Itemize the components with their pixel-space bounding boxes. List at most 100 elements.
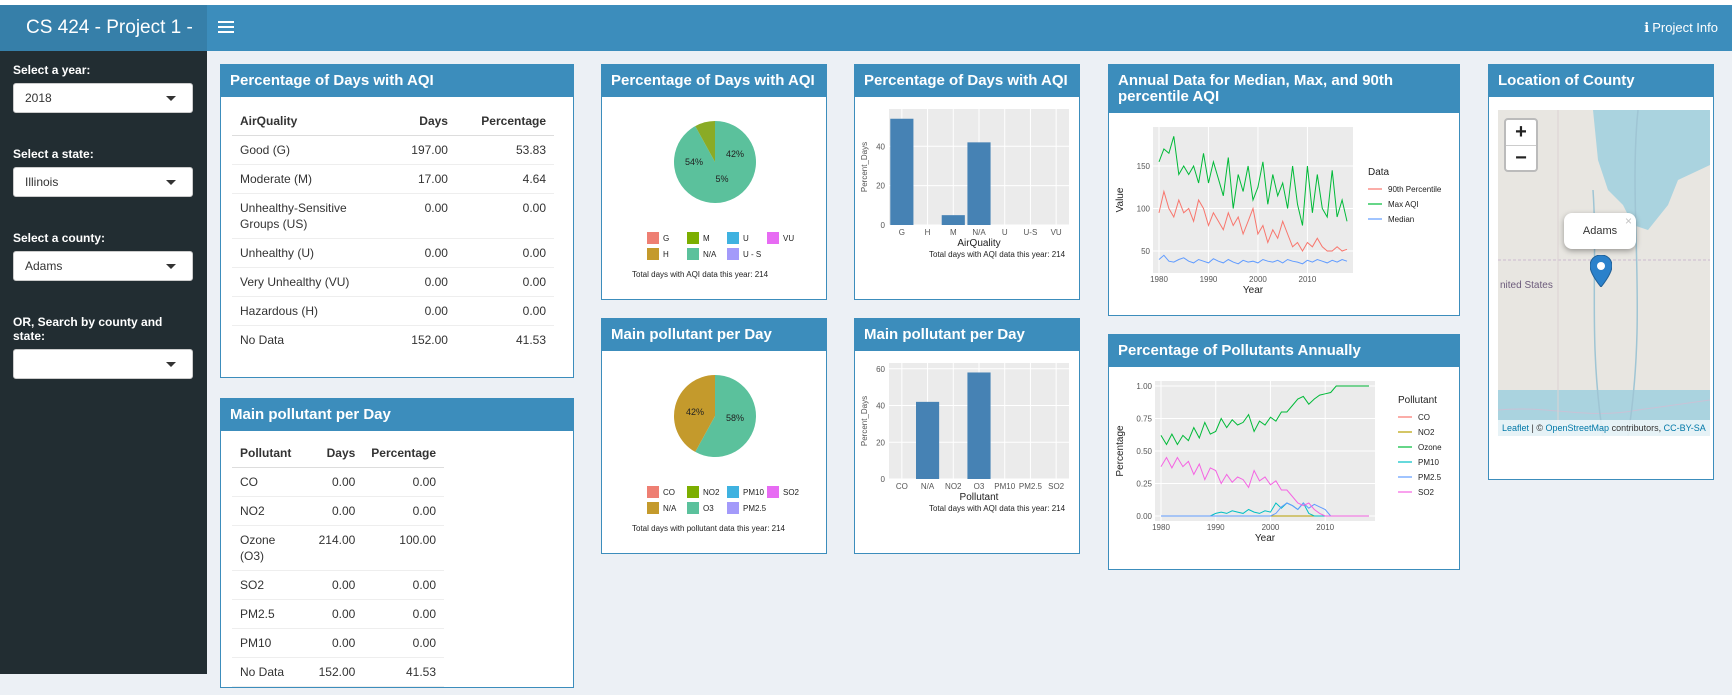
y-tick-label: 40 [876, 402, 885, 411]
cell: Moderate (M) [232, 164, 392, 194]
county-state-search[interactable] [13, 349, 193, 379]
app-title: CS 424 - Project 1 - [0, 5, 207, 51]
cell: Ozone (O3) [232, 525, 311, 571]
legend-label: H [663, 250, 669, 259]
chevron-down-icon [166, 180, 176, 185]
leaflet-link[interactable]: Leaflet [1502, 423, 1530, 433]
map-popup: Adams × [1564, 213, 1636, 249]
legend-label: Max AQI [1388, 200, 1419, 209]
state-select[interactable]: Illinois [13, 167, 193, 197]
pie-label: 54% [685, 157, 703, 167]
legend-label: NO2 [703, 488, 720, 497]
cell: 0.00 [392, 267, 456, 297]
pie-label: 42% [686, 407, 704, 417]
cell: 0.00 [455, 296, 554, 326]
cell: Hazardous (H) [232, 296, 392, 326]
legend-label: G [663, 234, 669, 243]
cell: 0.00 [363, 467, 444, 497]
close-icon[interactable]: × [1624, 214, 1632, 228]
pollutant-bar-box: Main pollutant per Day 0 20 40 60 CO N/A NO2 O3… [854, 318, 1080, 554]
chart-note: Total days with AQI data this year: 214 [632, 270, 769, 279]
country-label: nited States [1500, 280, 1553, 291]
x-tick-label: PM2.5 [1019, 482, 1043, 491]
cell: 0.00 [310, 496, 364, 526]
legend-label: SO2 [1418, 488, 1435, 497]
cell: 0.00 [363, 628, 444, 658]
legend-label: VU [783, 234, 794, 243]
legend-label: 90th Percentile [1388, 185, 1442, 194]
legend-swatch [647, 248, 659, 260]
project-info-button[interactable]: i Project Info [1644, 5, 1718, 52]
x-tick-label: 2010 [1299, 275, 1317, 284]
map-marker-icon[interactable] [1590, 255, 1612, 287]
y-tick-label: 20 [876, 182, 885, 191]
y-tick-label: 50 [1141, 247, 1150, 256]
cell: 214.00 [310, 525, 364, 571]
x-tick-label: 1990 [1200, 275, 1218, 284]
x-tick-label: VU [1051, 228, 1062, 237]
cell: CO [232, 467, 311, 497]
aqi-table: AirQuality Days Percentage Good (G) 197.0… [232, 107, 554, 354]
legend-label: PM2.5 [1418, 473, 1442, 482]
cell: 0.00 [455, 267, 554, 297]
header-bar: CS 424 - Project 1 - i Project Info [0, 5, 1732, 51]
table-row: SO2 0.00 0.00 [232, 570, 444, 600]
pollutant-table-wrap: Pollutant Days Percentage CO 0.00 0.00 NO2… [221, 431, 573, 695]
y-tick-label: 20 [876, 438, 885, 447]
cell: 0.00 [310, 599, 364, 629]
county-select[interactable]: Adams [13, 251, 193, 281]
table-row: CO 0.00 0.00 [232, 467, 444, 497]
popup-label: Adams [1582, 225, 1618, 237]
legend-label: U - S [743, 250, 761, 259]
top-strip [0, 0, 1732, 5]
col-days: Days [310, 439, 364, 468]
cc-link[interactable]: CC-BY-SA [1663, 423, 1706, 433]
x-tick-label: M [950, 228, 957, 237]
pie-label: 5% [715, 174, 728, 184]
x-tick-label: 1990 [1207, 523, 1225, 532]
year-select[interactable]: 2018 [13, 83, 193, 113]
y-tick-label: 0 [881, 221, 886, 230]
x-tick-label: N/A [972, 228, 986, 237]
cell: 17.00 [392, 164, 456, 194]
cell: 152.00 [310, 657, 364, 687]
pollutant-pie-title: Main pollutant per Day [602, 319, 826, 351]
col-percentage: Percentage [363, 439, 444, 468]
year-value: 2018 [25, 91, 52, 105]
table-row: No Data 152.00 41.53 [232, 657, 444, 687]
pollutants-annual-title: Percentage of Pollutants Annually [1109, 335, 1459, 367]
x-tick-label: CO [896, 482, 908, 491]
y-tick-label: 60 [876, 365, 885, 374]
table-row: PM2.5 0.00 0.00 [232, 599, 444, 629]
pollutant-table-title: Main pollutant per Day [221, 399, 573, 431]
annual-line-chart: 50 100 150 1980 1990 2000 2010 Year Value Data 90t… [1115, 127, 1442, 296]
aqi-pie-box: Percentage of Days with AQI 54% 42% 5% G M U V… [601, 64, 827, 300]
series-line [1160, 385, 1369, 446]
y-axis-label: Percentage [1115, 425, 1126, 477]
table-row: Hazardous (H) 0.00 0.00 [232, 296, 554, 326]
project-info-label: Project Info [1652, 20, 1718, 35]
legend-label: PM2.5 [743, 504, 767, 513]
zoom-out-button[interactable]: − [1506, 145, 1536, 170]
col-days: Days [392, 107, 456, 136]
map-canvas[interactable]: nited States + − Adams × Leaflet | © Ope… [1498, 110, 1710, 436]
col-airquality: AirQuality [232, 107, 392, 136]
osm-link[interactable]: OpenStreetMap [1545, 423, 1610, 433]
attr-contrib: contributors, [1609, 423, 1664, 433]
cell: 197.00 [392, 135, 456, 165]
cell: 152.00 [411, 333, 448, 347]
bar [967, 142, 991, 225]
sidebar-toggle-icon[interactable] [218, 19, 234, 35]
legend-label: M [703, 234, 710, 243]
table-row: NO2 0.00 0.00 [232, 496, 444, 526]
col-percentage: Percentage [455, 107, 554, 136]
pollutant-bar-chart: 0 20 40 60 CO N/A NO2 O3 PM10 PM2.5 SO2 Pollutant Pe… [860, 363, 1069, 513]
legend-swatch [727, 486, 739, 498]
zoom-in-button[interactable]: + [1515, 121, 1527, 143]
y-tick-label: 0 [881, 475, 886, 484]
cell: 53.83 [455, 135, 554, 165]
series-line [1158, 189, 1348, 252]
cell: 4.64 [455, 164, 554, 194]
aqi-bar-chart: 0 20 40 G H M N/A U U-S VU AirQuality Percent_Days T… [860, 109, 1069, 259]
pollutant-table-box: Main pollutant per Day Pollutant Days Pe… [220, 398, 574, 688]
